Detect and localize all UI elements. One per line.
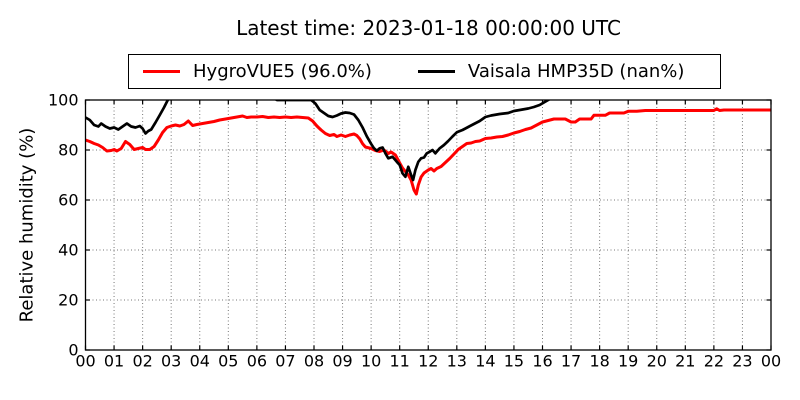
y-tick-label: 80	[58, 141, 78, 160]
x-tick-label: 07	[275, 352, 295, 371]
x-tick-label: 04	[190, 352, 210, 371]
legend-entry-vaisala: Vaisala HMP35D (nan%)	[417, 61, 685, 82]
legend-label-hygrovue5: HygroVUE5 (96.0%)	[193, 61, 372, 82]
x-tick-label: 00	[761, 352, 781, 371]
y-tick-label: 40	[58, 241, 78, 260]
x-tick-label: 05	[218, 352, 238, 371]
x-tick-label: 13	[447, 352, 467, 371]
black-line-swatch	[417, 70, 455, 73]
x-tick-label: 22	[704, 352, 724, 371]
y-tick-label: 100	[48, 91, 79, 110]
x-tick-label: 23	[732, 352, 752, 371]
x-tick-label: 15	[504, 352, 524, 371]
x-tick-label: 16	[532, 352, 552, 371]
red-line-swatch	[143, 70, 180, 73]
x-tick-label: 00	[75, 352, 95, 371]
x-tick-label: 19	[618, 352, 638, 371]
x-tick-label: 14	[475, 352, 495, 371]
x-tick-label: 21	[675, 352, 695, 371]
x-tick-label: 01	[104, 352, 124, 371]
x-tick-label: 02	[132, 352, 152, 371]
x-tick-label: 08	[304, 352, 324, 371]
y-axis-label: Relative humidity (%)	[16, 127, 38, 323]
legend-entry-hygrovue5: HygroVUE5 (96.0%)	[143, 61, 372, 82]
x-tick-label: 06	[247, 352, 267, 371]
x-tick-label: 20	[647, 352, 667, 371]
x-tick-label: 18	[589, 352, 609, 371]
y-tick-label: 60	[58, 191, 78, 210]
legend-label-vaisala: Vaisala HMP35D (nan%)	[467, 61, 685, 82]
legend-box: HygroVUE5 (96.0%) Vaisala HMP35D (nan%)	[128, 54, 721, 89]
y-tick-label: 20	[58, 291, 78, 310]
y-tick-label: 0	[68, 341, 78, 360]
chart-title: Latest time: 2023-01-18 00:00:00 UTC	[236, 16, 621, 40]
x-tick-label: 12	[418, 352, 438, 371]
x-tick-label: 17	[561, 352, 581, 371]
x-tick-label: 03	[161, 352, 181, 371]
x-tick-label: 11	[390, 352, 410, 371]
x-tick-label: 10	[361, 352, 381, 371]
x-tick-label: 09	[332, 352, 352, 371]
